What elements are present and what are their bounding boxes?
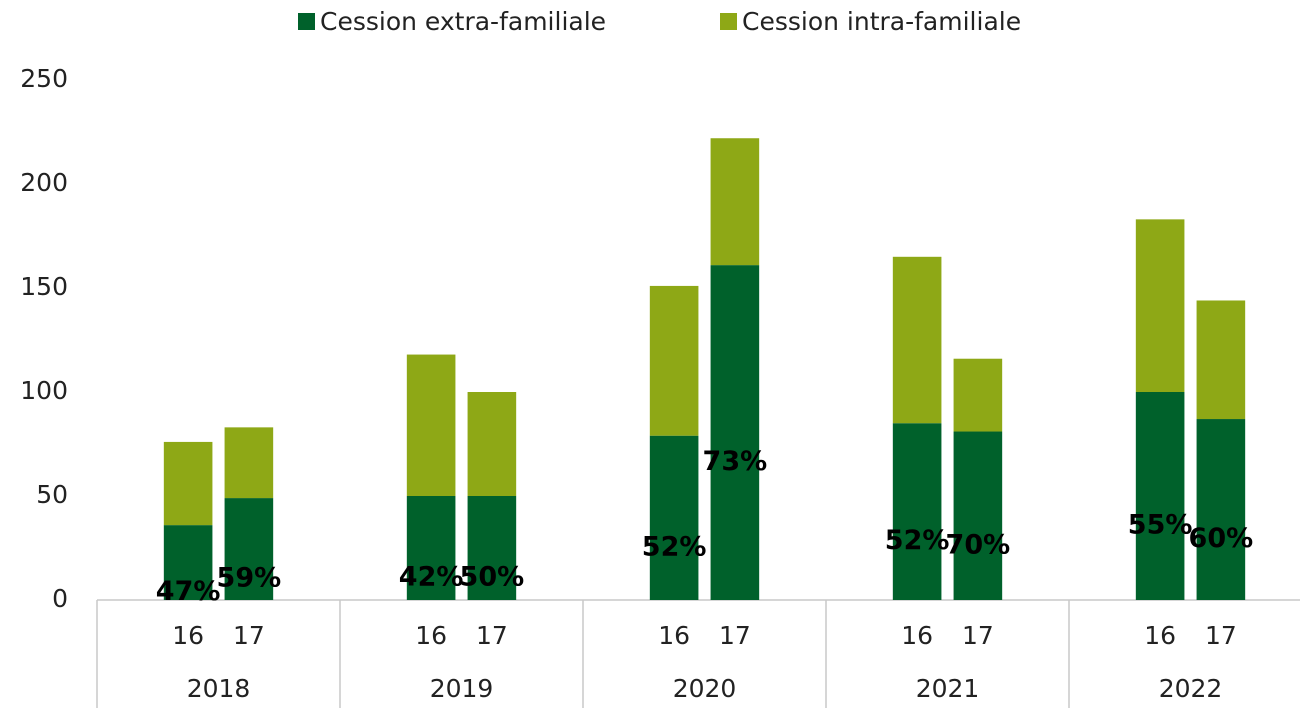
bar-segment [224,427,274,499]
legend-swatch [298,13,315,30]
x-tick-label: 17 [719,621,751,650]
bar-segment [649,435,699,600]
bar-segment [1196,419,1246,600]
x-tick-label: 17 [233,621,265,650]
bar-segment [1135,392,1185,600]
bar-segment [467,392,517,496]
bar-segment [406,354,456,496]
data-label: 70% [946,529,1011,560]
bar-segment [892,423,942,600]
data-label: 50% [460,562,525,593]
x-group-label: 2019 [430,674,494,703]
data-label: 52% [642,531,707,562]
bar-segment [710,138,760,266]
x-tick-label: 17 [962,621,994,650]
y-tick-label: 50 [36,480,68,509]
x-group-label: 2020 [673,674,737,703]
data-label: 60% [1189,523,1254,554]
legend-label: Cession extra-familiale [320,7,606,36]
x-tick-label: 17 [1205,621,1237,650]
bar-segment [406,496,456,600]
y-tick-label: 0 [52,584,68,613]
data-label: 47% [156,576,221,607]
x-tick-label: 17 [476,621,508,650]
data-label: 42% [399,562,464,593]
bar-segment [710,265,760,600]
y-tick-label: 200 [20,168,68,197]
bar-segment [892,256,942,424]
bar-segment [1135,219,1185,392]
data-label: 55% [1128,510,1193,541]
legend-swatch [720,13,737,30]
legend-label: Cession intra-familiale [742,7,1021,36]
x-group-label: 2018 [187,674,251,703]
y-tick-label: 150 [20,272,68,301]
x-tick-label: 16 [1144,621,1176,650]
bar-segment [953,431,1003,600]
bar-segment [163,441,213,526]
y-tick-label: 250 [20,64,68,93]
data-label: 52% [885,525,950,556]
x-group-label: 2022 [1159,674,1223,703]
data-label: 59% [217,563,282,594]
bar-segment [163,525,213,600]
x-group-label: 2021 [916,674,980,703]
x-tick-label: 16 [901,621,933,650]
y-tick-label: 100 [20,376,68,405]
bar-segment [953,358,1003,432]
x-tick-label: 16 [415,621,447,650]
bar-segment [224,498,274,600]
data-label: 73% [703,446,768,477]
bar-segment [467,496,517,600]
bar-segment [1196,300,1246,420]
x-tick-label: 16 [658,621,690,650]
bar-segment [649,285,699,436]
x-tick-label: 16 [172,621,204,650]
